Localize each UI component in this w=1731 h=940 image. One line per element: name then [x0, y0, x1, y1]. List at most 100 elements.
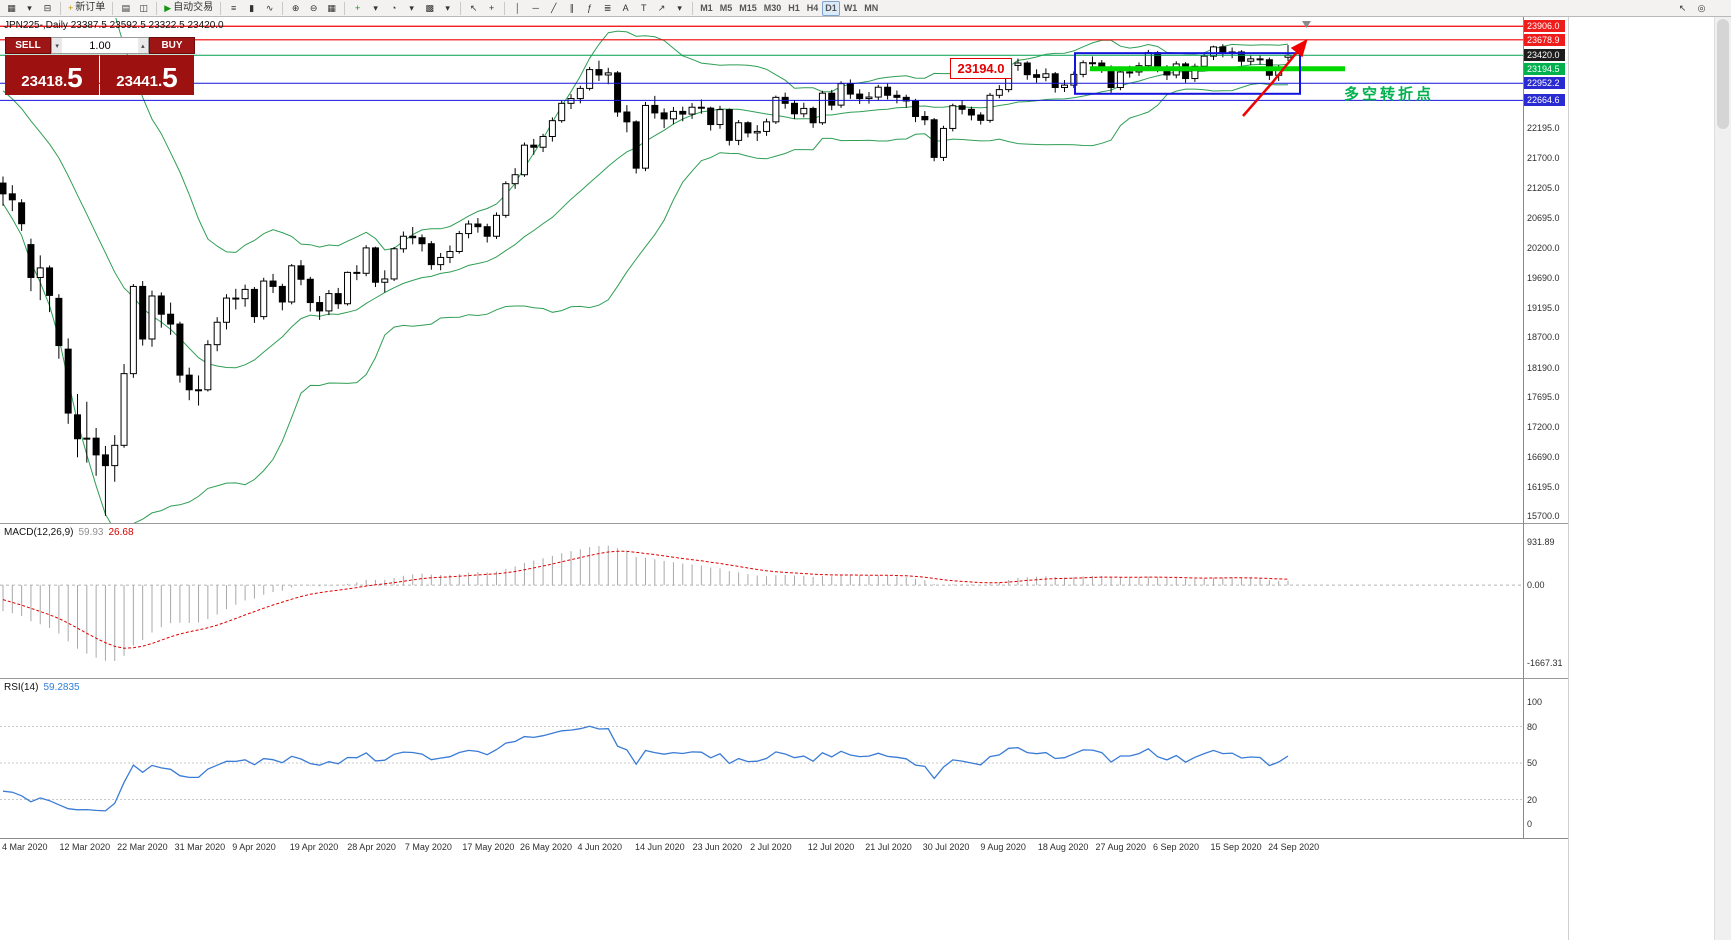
timeframe-mn-button[interactable]: MN: [861, 1, 881, 16]
one-click-price-tiles: 23418. 5 23441. 5: [5, 55, 195, 95]
equidistant-channel-button[interactable]: ∥: [563, 1, 580, 16]
arrows-dropdown[interactable]: ▾: [671, 1, 688, 16]
volume-increase-icon[interactable]: ▴: [137, 38, 149, 53]
timeframe-w1-button[interactable]: W1: [841, 1, 861, 16]
toolbar-right-group: ↖ ◎: [1674, 1, 1710, 16]
indicators-button-icon: +: [355, 2, 361, 13]
autotrading-button[interactable]: ▶ 自动交易: [161, 1, 216, 16]
timeframe-d1-button[interactable]: D1: [822, 0, 840, 16]
new-order-button-label: 新订单: [75, 2, 106, 13]
timeframe-mn-button-label: MN: [864, 2, 879, 13]
indicators-dropdown[interactable]: ▾: [367, 1, 384, 16]
toolbar-separator: [112, 1, 114, 15]
toolbar-separator: [504, 1, 506, 15]
arrows-dropdown-icon: ▾: [677, 2, 682, 13]
periods-dropdown[interactable]: ▾: [403, 1, 420, 16]
profiles-button[interactable]: ⊟: [39, 1, 56, 16]
toolbar-separator: [460, 1, 462, 15]
price-annotation-box[interactable]: 23194.0: [950, 58, 1012, 79]
timeframe-w1-button-label: W1: [843, 2, 858, 13]
buy-price-main: 23441.: [116, 73, 163, 91]
toolbar-separator: [60, 1, 61, 15]
timeframe-m1-button-label: M1: [700, 2, 713, 13]
timeframe-m1-button[interactable]: M1: [697, 1, 716, 16]
volume-decrease-icon[interactable]: ▾: [52, 38, 63, 53]
cursor-button-icon: ↖: [469, 2, 478, 13]
new-chart-button[interactable]: ▦: [3, 1, 20, 16]
pointer-tool-button[interactable]: ↖: [1674, 1, 1691, 16]
templates-button[interactable]: ▩: [421, 1, 438, 16]
sell-button[interactable]: SELL: [5, 37, 51, 54]
autotrading-button-label: 自动交易: [173, 2, 214, 13]
buy-price-tile[interactable]: 23441. 5: [100, 55, 194, 95]
cursor-button[interactable]: ↖: [465, 1, 482, 16]
tile-windows-button-icon: ▦: [327, 2, 336, 13]
templates-dropdown-icon: ▾: [445, 2, 450, 13]
toolbar-separator: [282, 1, 284, 15]
data-window-button[interactable]: ◫: [135, 1, 152, 16]
pointer-tool-button-icon: ↖: [1678, 2, 1687, 13]
rsi-indicator-label: RSI(14) 59.2835: [4, 682, 80, 693]
objects-list-button[interactable]: ≣: [599, 1, 616, 16]
zoom-in-button-icon: ⊕: [291, 2, 300, 13]
sell-price-big-digit: 5: [67, 62, 83, 93]
tile-windows-button[interactable]: ▦: [323, 1, 340, 16]
fibonacci-button[interactable]: ƒ: [581, 1, 598, 16]
timeframe-h1-button[interactable]: H1: [785, 1, 803, 16]
crosshair-button[interactable]: +: [483, 1, 500, 16]
bar-chart-button[interactable]: ≡: [225, 1, 242, 16]
toolbar-separator: [156, 1, 158, 15]
text-label-button[interactable]: T: [635, 1, 652, 16]
line-chart-button-icon: ∿: [265, 2, 274, 13]
timeframe-m15-button[interactable]: M15: [736, 1, 760, 16]
timeframe-h4-button[interactable]: H4: [804, 1, 822, 16]
timeframe-m5-button[interactable]: M5: [717, 1, 736, 16]
timeframe-m30-button-label: M30: [763, 2, 782, 13]
scrollbar-thumb[interactable]: [1717, 19, 1729, 129]
indicators-dropdown-icon: ▾: [373, 2, 378, 13]
bar-chart-button-icon: ≡: [231, 2, 237, 13]
magnifier-tool-button[interactable]: ◎: [1693, 1, 1710, 16]
zoom-out-button[interactable]: ⊖: [305, 1, 322, 16]
templates-dropdown[interactable]: ▾: [439, 1, 456, 16]
buy-button[interactable]: BUY: [149, 37, 195, 54]
objects-list-button-icon: ≣: [603, 2, 612, 13]
indicators-button[interactable]: +: [349, 1, 366, 16]
macd-value-signal: 26.68: [108, 527, 134, 538]
one-click-order-row: SELL ▾ ▴ BUY: [5, 37, 195, 54]
candlestick-chart-button[interactable]: ▮: [243, 1, 260, 16]
zoom-in-button[interactable]: ⊕: [287, 1, 304, 16]
trendline-button-icon: ╱: [550, 2, 557, 13]
vertical-scrollbar[interactable]: [1714, 17, 1731, 940]
timeframe-h1-button-label: H1: [788, 2, 800, 13]
line-chart-button[interactable]: ∿: [261, 1, 278, 16]
sell-price-tile[interactable]: 23418. 5: [5, 55, 99, 95]
timeframe-m5-button-label: M5: [719, 2, 733, 13]
timeframe-m30-button[interactable]: M30: [761, 1, 785, 16]
new-chart-dropdown[interactable]: ▾: [21, 1, 38, 16]
periods-button[interactable]: ◔: [385, 1, 402, 16]
rsi-name: RSI(14): [4, 682, 39, 693]
toolbar-separator: [220, 1, 222, 15]
equidistant-channel-button-icon: ∥: [569, 2, 574, 13]
trendline-button[interactable]: ╱: [545, 1, 562, 16]
market-watch-button[interactable]: ▤: [117, 1, 134, 16]
arrows-button[interactable]: ↗: [653, 1, 670, 16]
text-button[interactable]: A: [617, 1, 634, 16]
timeframe-h4-button-label: H4: [806, 2, 819, 13]
profiles-button-icon: ⊟: [43, 2, 52, 13]
vertical-line-button[interactable]: │: [509, 1, 526, 16]
macd-value-main: 59.93: [78, 527, 104, 538]
volume-input[interactable]: [62, 38, 138, 53]
turning-point-label[interactable]: 多空转折点: [1344, 86, 1435, 103]
fibonacci-button-icon: ƒ: [587, 2, 593, 13]
sell-price-main: 23418.: [21, 73, 68, 91]
new-order-button[interactable]: + 新订单: [65, 1, 108, 16]
periods-button-icon: ◔: [390, 2, 397, 13]
horizontal-line-button[interactable]: ─: [527, 1, 544, 16]
magnifier-tool-button-icon: ◎: [1697, 2, 1706, 13]
data-window-button-icon: ◫: [139, 2, 149, 13]
crosshair-button-icon: +: [489, 2, 495, 13]
